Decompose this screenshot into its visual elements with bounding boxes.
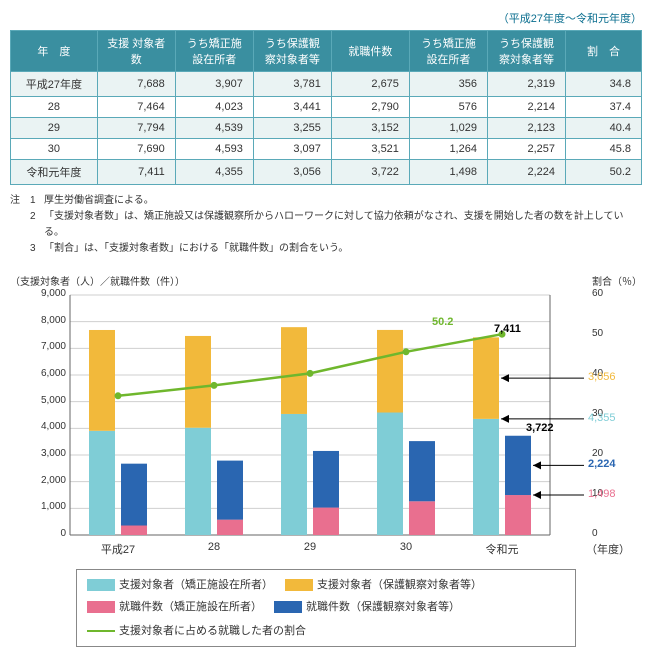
notes: 注1厚生労働省調査による。 2「支援対象者数」は、矯正施設又は保護観察所からハロ… <box>10 193 642 257</box>
th-support-b: うち保護観 察対象者等 <box>253 31 331 72</box>
th-ratio: 割 合 <box>566 31 642 72</box>
th-year: 年 度 <box>11 31 98 72</box>
x-category: 28 <box>174 541 254 553</box>
ytick-left: 6,000 <box>26 368 66 379</box>
ytick-right: 50 <box>592 328 622 339</box>
legend-label: 支援対象者（保護観察対象者等） <box>317 576 482 595</box>
table-head: 年 度 支援 対象者数 うち矯正施 設在所者 うち保護観 察対象者等 就職件数 … <box>11 31 642 72</box>
legend-label: 支援対象者（矯正施設在所者） <box>119 576 273 595</box>
legend-line <box>87 630 115 632</box>
ytick-right: 20 <box>592 448 622 459</box>
th-jobs: 就職件数 <box>331 31 409 72</box>
annotation: 50.2 <box>432 316 453 328</box>
table-body: 平成27年度7,6883,9073,7812,6753562,31934.828… <box>11 72 642 185</box>
period-label: （平成27年度〜令和元年度） <box>10 10 642 26</box>
x-unit: （年度） <box>586 541 630 557</box>
note-1: 厚生労働省調査による。 <box>44 193 154 209</box>
legend-label: 就職件数（保護観察対象者等） <box>306 598 460 617</box>
x-category: 29 <box>270 541 350 553</box>
table-row: 297,7944,5393,2553,1521,0292,12340.4 <box>11 118 642 139</box>
legend-item: 就職件数（矯正施設在所者） <box>87 598 262 617</box>
th-jobs-b: うち保護観 察対象者等 <box>487 31 565 72</box>
annotation: 1,498 <box>588 488 616 500</box>
table-row: 287,4644,0233,4412,7905762,21437.4 <box>11 97 642 118</box>
legend-item: 就職件数（保護観察対象者等） <box>274 598 460 617</box>
x-category: 30 <box>366 541 446 553</box>
ytick-left: 4,000 <box>26 421 66 432</box>
ytick-left: 9,000 <box>26 288 66 299</box>
legend-swatch <box>274 601 302 613</box>
legend: 支援対象者（矯正施設在所者） 支援対象者（保護観察対象者等） 就職件数（矯正施設在所… <box>76 569 576 647</box>
data-table: 年 度 支援 対象者数 うち矯正施 設在所者 うち保護観 察対象者等 就職件数 … <box>10 30 642 185</box>
chart-svg <box>10 273 642 563</box>
ytick-right: 0 <box>592 528 622 539</box>
note-3: 「割合」は、「支援対象者数」における「就職件数」の割合をいう。 <box>44 241 348 257</box>
x-category: 平成27 <box>78 541 158 557</box>
x-category: 令和元 <box>462 541 542 557</box>
table-row: 令和元年度7,4114,3553,0563,7221,4982,22450.2 <box>11 160 642 185</box>
ytick-left: 7,000 <box>26 341 66 352</box>
annotation: 3,056 <box>588 371 616 383</box>
th-support-a: うち矯正施 設在所者 <box>175 31 253 72</box>
legend-item: 支援対象者（矯正施設在所者） <box>87 576 273 595</box>
ytick-left: 8,000 <box>26 315 66 326</box>
ytick-right: 60 <box>592 288 622 299</box>
ytick-left: 5,000 <box>26 395 66 406</box>
th-jobs-a: うち矯正施 設在所者 <box>409 31 487 72</box>
ytick-left: 0 <box>26 528 66 539</box>
note-2: 「支援対象者数」は、矯正施設又は保護観察所からハローワークに対して協力依頼がなさ… <box>44 209 642 241</box>
annotation: 3,722 <box>526 422 554 434</box>
annotation: 4,355 <box>588 412 616 424</box>
legend-label: 就職件数（矯正施設在所者） <box>119 598 262 617</box>
chart: （支援対象者（人）／就職件数（件）） 割合（％） 01,0002,0003,00… <box>10 273 642 563</box>
notes-lead: 注 <box>10 193 30 209</box>
annotation: 7,411 <box>494 323 521 335</box>
legend-item: 支援対象者（保護観察対象者等） <box>285 576 482 595</box>
annotation: 2,224 <box>588 458 616 470</box>
ytick-left: 1,000 <box>26 501 66 512</box>
legend-swatch <box>285 579 313 591</box>
th-support: 支援 対象者数 <box>97 31 175 72</box>
legend-item: 支援対象者に占める就職した者の割合 <box>87 622 306 641</box>
legend-label: 支援対象者に占める就職した者の割合 <box>119 622 306 641</box>
legend-swatch <box>87 579 115 591</box>
table-row: 平成27年度7,6883,9073,7812,6753562,31934.8 <box>11 72 642 97</box>
ytick-left: 2,000 <box>26 475 66 486</box>
table-row: 307,6904,5933,0973,5211,2642,25745.8 <box>11 139 642 160</box>
ytick-left: 3,000 <box>26 448 66 459</box>
legend-swatch <box>87 601 115 613</box>
